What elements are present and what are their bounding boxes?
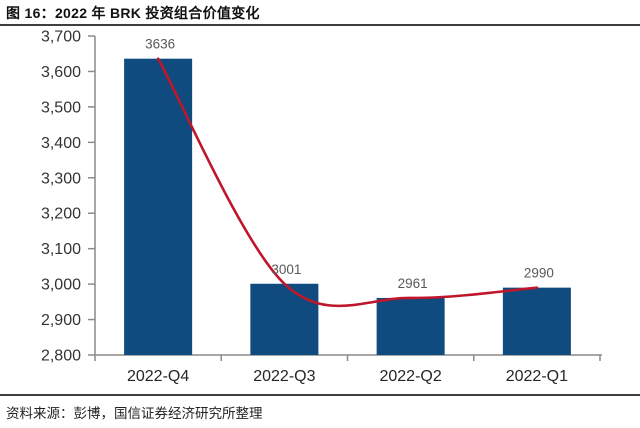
data-label: 2990 [524, 266, 554, 281]
bar-2022-Q3 [250, 283, 319, 355]
x-tick-label: 2022-Q1 [506, 368, 568, 385]
y-tick-label: 3,500 [41, 99, 81, 116]
y-tick-label: 3,200 [41, 206, 81, 223]
bar-2022-Q4 [124, 58, 193, 355]
y-tick-label: 3,400 [41, 135, 81, 152]
y-tick-label: 3,700 [41, 29, 81, 46]
bar-2022-Q1 [502, 287, 571, 355]
bar-2022-Q2 [376, 297, 445, 355]
x-tick-label: 2022-Q4 [127, 368, 189, 385]
data-label: 3636 [145, 37, 175, 52]
y-tick-label: 3,100 [41, 241, 81, 258]
y-tick-label: 3,000 [41, 277, 81, 294]
trend-line [156, 57, 539, 308]
y-tick-label: 2,900 [41, 312, 81, 329]
x-tick-label: 2022-Q3 [253, 368, 315, 385]
title-divider [0, 24, 640, 26]
x-tick-label: 2022-Q2 [379, 368, 441, 385]
y-tick-label: 3,300 [41, 170, 81, 187]
data-label: 2961 [398, 276, 428, 291]
data-label: 3001 [271, 262, 301, 277]
source-note: 资料来源：彭博，国信证券经济研究所整理 [6, 406, 263, 421]
source-divider [0, 394, 640, 396]
y-tick-label: 2,800 [41, 348, 81, 365]
y-tick-label: 3,600 [41, 64, 81, 81]
figure-title: 图 16：2022 年 BRK 投资组合价值变化 [6, 5, 260, 21]
